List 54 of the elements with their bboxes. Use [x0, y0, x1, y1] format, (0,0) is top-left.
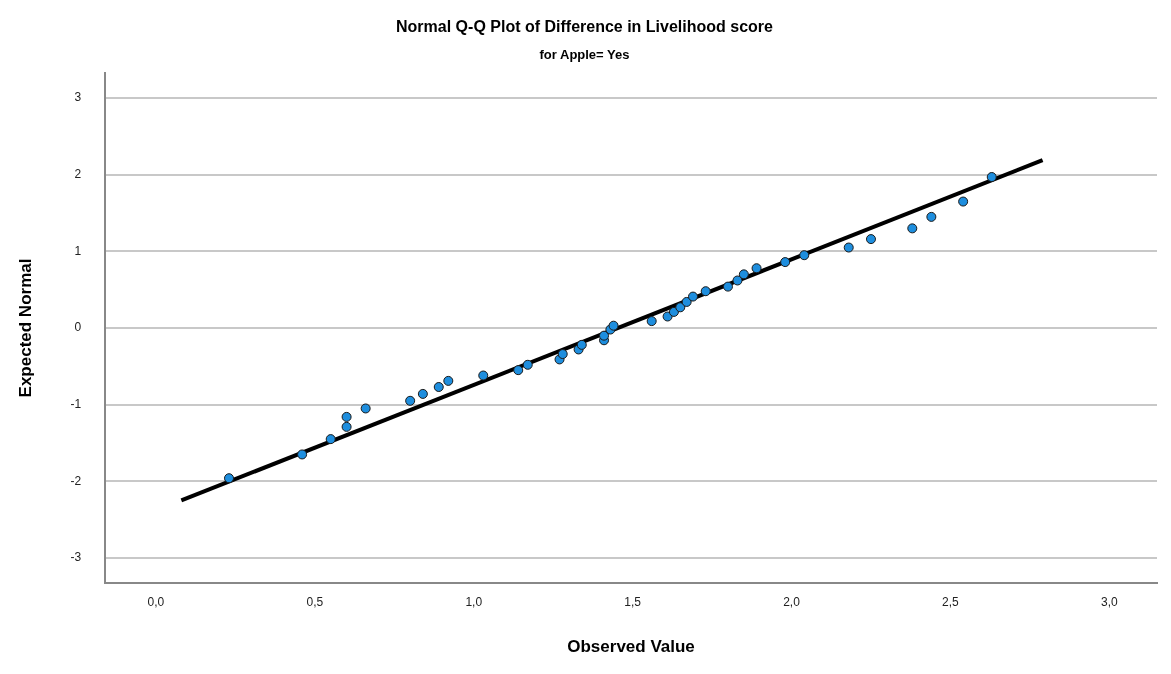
- point: [478, 370, 489, 381]
- point: [843, 242, 854, 253]
- y-tick-label: -2: [70, 473, 82, 488]
- point: [700, 286, 711, 297]
- point: [557, 349, 568, 360]
- point: [341, 411, 352, 422]
- point: [646, 316, 657, 327]
- point: [926, 211, 937, 222]
- x-axis-title: Observed Value: [567, 637, 695, 657]
- y-tick-label: 0: [74, 320, 82, 335]
- point: [907, 223, 918, 234]
- point: [325, 434, 336, 445]
- point: [722, 281, 733, 292]
- point: [799, 250, 810, 261]
- point: [576, 339, 587, 350]
- point: [522, 359, 533, 370]
- point: [662, 311, 673, 322]
- point: [599, 330, 610, 341]
- chart-subtitle: for Apple= Yes: [539, 46, 630, 62]
- point: [780, 257, 791, 268]
- y-tick-label: 2: [74, 167, 82, 182]
- x-tick-label: 1,0: [465, 594, 483, 609]
- x-tick-label: 0,0: [147, 594, 165, 609]
- y-tick-label: -3: [70, 550, 82, 565]
- point: [958, 196, 969, 207]
- point: [405, 395, 416, 406]
- x-tick-label: 3,0: [1100, 594, 1118, 609]
- point: [341, 421, 352, 432]
- point: [751, 263, 762, 274]
- chart-title: Normal Q-Q Plot of Difference in Livelihood score: [396, 18, 774, 36]
- point: [224, 473, 235, 484]
- point: [681, 296, 692, 307]
- y-axis-title: Expected Normal: [15, 258, 35, 398]
- point: [443, 375, 454, 386]
- point: [608, 320, 619, 331]
- point: [433, 382, 444, 393]
- y-tick-label: 1: [74, 243, 82, 258]
- point: [297, 449, 308, 460]
- point: [688, 291, 699, 302]
- y-tick-label: 3: [74, 90, 82, 105]
- point: [732, 275, 743, 286]
- point: [417, 388, 428, 399]
- x-tick-label: 0,5: [306, 594, 324, 609]
- point: [360, 403, 371, 414]
- point: [668, 306, 679, 317]
- x-tick-label: 2,5: [942, 594, 960, 609]
- y-tick-label: -1: [70, 396, 82, 411]
- point: [738, 269, 749, 280]
- point: [675, 302, 686, 313]
- x-tick-label: 1,5: [624, 594, 642, 609]
- point: [865, 234, 876, 245]
- x-tick-label: 2,0: [783, 594, 801, 609]
- point: [513, 365, 524, 376]
- point: [986, 172, 997, 183]
